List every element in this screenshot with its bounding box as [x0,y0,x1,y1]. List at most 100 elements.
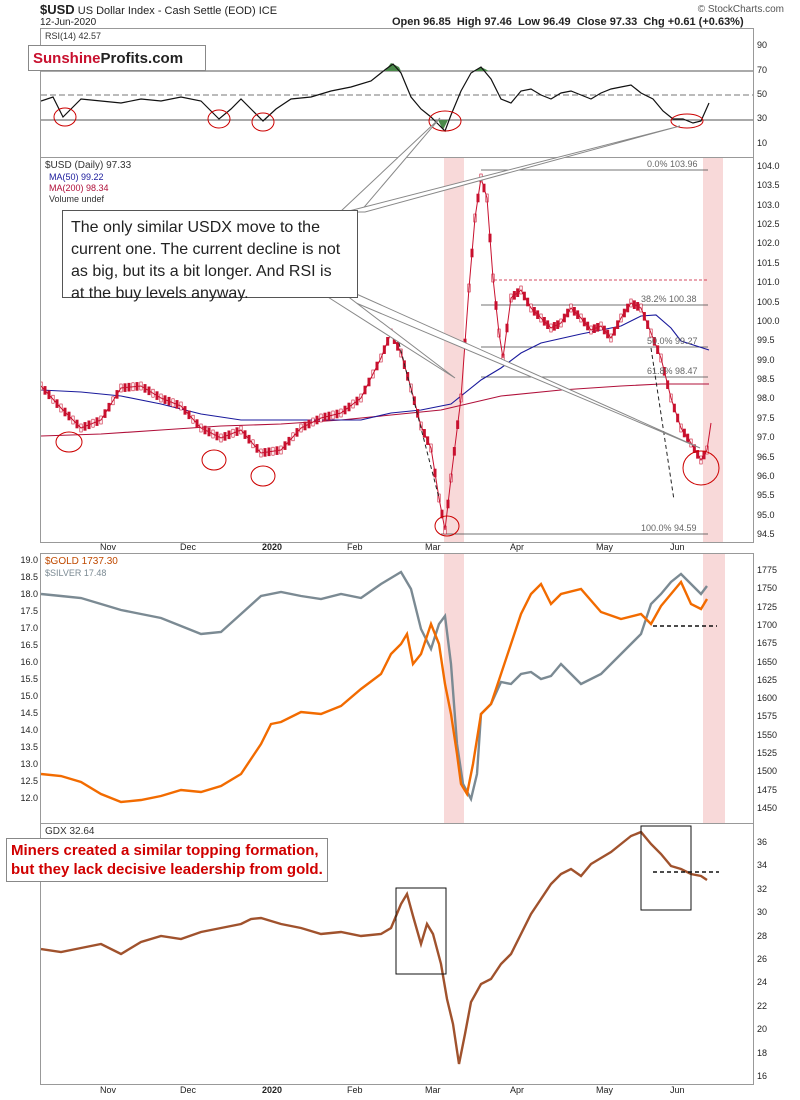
rsi-tick: 30 [757,113,768,123]
symbol-name: US Dollar Index - Cash Settle (EOD) [77,5,256,17]
gold-tick: 1550 [757,729,778,740]
month-label: Nov [100,1085,117,1095]
silver-label: $SILVER 17.48 [45,568,107,578]
silver-tick: 16.0 [20,657,38,667]
fib-lines [441,169,708,535]
usd-tick: 97.0 [757,432,775,443]
fib-label-618: 61.8% 98.47 [647,366,698,376]
gold-tick: 1700 [757,619,778,630]
rsi-axis: 90 70 50 30 10 [757,28,797,156]
silver-tick: 19.0 [20,555,38,565]
gold-tick: 1525 [757,748,778,759]
gdx-tick: 16 [757,1071,768,1081]
silver-axis: 19.0 18.5 18.0 17.5 17.0 16.5 16.0 15.5 15.0 14.5… [12,553,38,823]
gold-tick: 1475 [757,784,778,795]
gdx-tick: 34 [757,860,768,871]
gdx-line [41,830,708,1065]
silver-tick: 13.0 [20,759,38,769]
exchange: ICE [258,5,278,17]
gdx-tick: 26 [757,954,768,964]
month-label: Feb [347,1085,363,1095]
usd-tick: 96.5 [757,451,775,462]
rsi-label: RSI(14) 42.57 [45,31,102,41]
open-value: Open 96.85 [392,16,451,28]
miners-callout: Miners created a similar topping formati… [6,838,328,882]
rsi-oversold-fill [438,120,448,130]
gdx-tick: 22 [757,1000,768,1011]
month-label: Apr [510,542,525,552]
chart-date: 12-Jun-2020 [40,17,97,28]
highlight-band-june [703,554,725,824]
month-label: Apr [510,1085,525,1095]
close-value: Close 97.33 [576,16,638,28]
rsi-tick: 50 [757,89,768,99]
gdx-label: GDX 32.64 [45,826,95,837]
usd-tick: 103.5 [757,180,780,191]
rsi-line [41,63,710,133]
gold-tick: 1600 [757,693,778,704]
usd-tick: 102.5 [757,219,780,230]
usd-tick: 98.5 [757,374,775,385]
logo-part-1: Sunshine [33,50,101,67]
gold-line [41,579,709,804]
gdx-tick: 36 [757,837,768,847]
usd-main-label: $USD (Daily) 97.33 [45,160,132,171]
gdx-boxes [395,825,692,975]
high-value: High 97.46 [456,16,512,28]
silver-tick: 13.5 [20,742,38,752]
gold-label: $GOLD 1737.30 [45,556,118,567]
month-label: Dec [180,1085,197,1095]
gold-tick: 1750 [757,583,778,594]
gdx-tick: 18 [757,1047,768,1058]
gdx-tick: 30 [757,907,768,918]
month-label: Feb [347,542,363,552]
month-label: Dec [180,542,197,552]
ohlc-readout: Open 96.85 High 97.46 Low 96.49 Close 97… [392,16,744,28]
gold-tick: 1675 [757,638,778,649]
silver-tick: 16.5 [20,640,38,650]
usd-tick: 102.0 [757,238,780,249]
fib-label-50: 50.0% 99.27 [647,336,698,346]
fib-label-382: 38.2% 100.38 [641,294,697,304]
silver-tick: 18.5 [20,572,38,582]
silver-tick: 17.5 [20,606,38,616]
usd-tick: 94.5 [757,529,775,539]
silver-tick: 14.5 [20,708,38,718]
usd-tick: 101.0 [757,277,780,288]
gold-tick: 1500 [757,766,778,777]
change-value: Chg +0.61 (+0.63%) [643,16,744,28]
rsi-tick: 70 [757,65,768,75]
gold-tick: 1575 [757,711,778,722]
low-value: Low 96.49 [517,16,571,28]
month-label: May [596,1085,614,1095]
usd-tick: 99.0 [757,354,775,365]
gold-silver-chart [41,554,725,824]
ma200-line [41,383,709,437]
usdx-callout-text: The only similar USDX move to the curren… [71,219,341,302]
silver-tick: 12.0 [20,793,38,803]
gold-tick: 1775 [757,565,778,575]
gdx-chart [41,825,719,1065]
miners-callout-line-1: Miners created a similar topping formati… [11,842,319,859]
usd-axis: 104.0 103.5 103.0 102.5 102.0 101.5 101.0 100.5… [757,157,797,541]
highlight-bands [444,158,723,542]
gdx-tick: 20 [757,1024,768,1035]
silver-tick: 17.0 [20,623,38,633]
usd-tick: 100.0 [757,315,780,326]
volume-label: Volume undef [49,194,105,204]
gdx-tick: 32 [757,883,768,894]
usd-tick: 96.0 [757,470,775,481]
rsi-tick: 90 [757,40,768,50]
silver-tick: 15.0 [20,691,38,701]
gdx-tick: 24 [757,977,768,988]
silver-tick: 14.0 [20,725,38,735]
gold-tick: 1725 [757,601,778,612]
rsi-tick: 10 [757,138,768,148]
usd-tick: 100.5 [757,296,780,307]
usd-tick: 98.0 [757,393,775,404]
symbol: $USD [40,2,75,17]
silver-tick: 18.0 [20,589,38,599]
usd-month-axis: Nov Dec 2020 Feb Mar Apr May Jun [40,542,752,554]
month-label: Jun [670,542,685,552]
logo-part-2: Profits.com [100,50,184,67]
